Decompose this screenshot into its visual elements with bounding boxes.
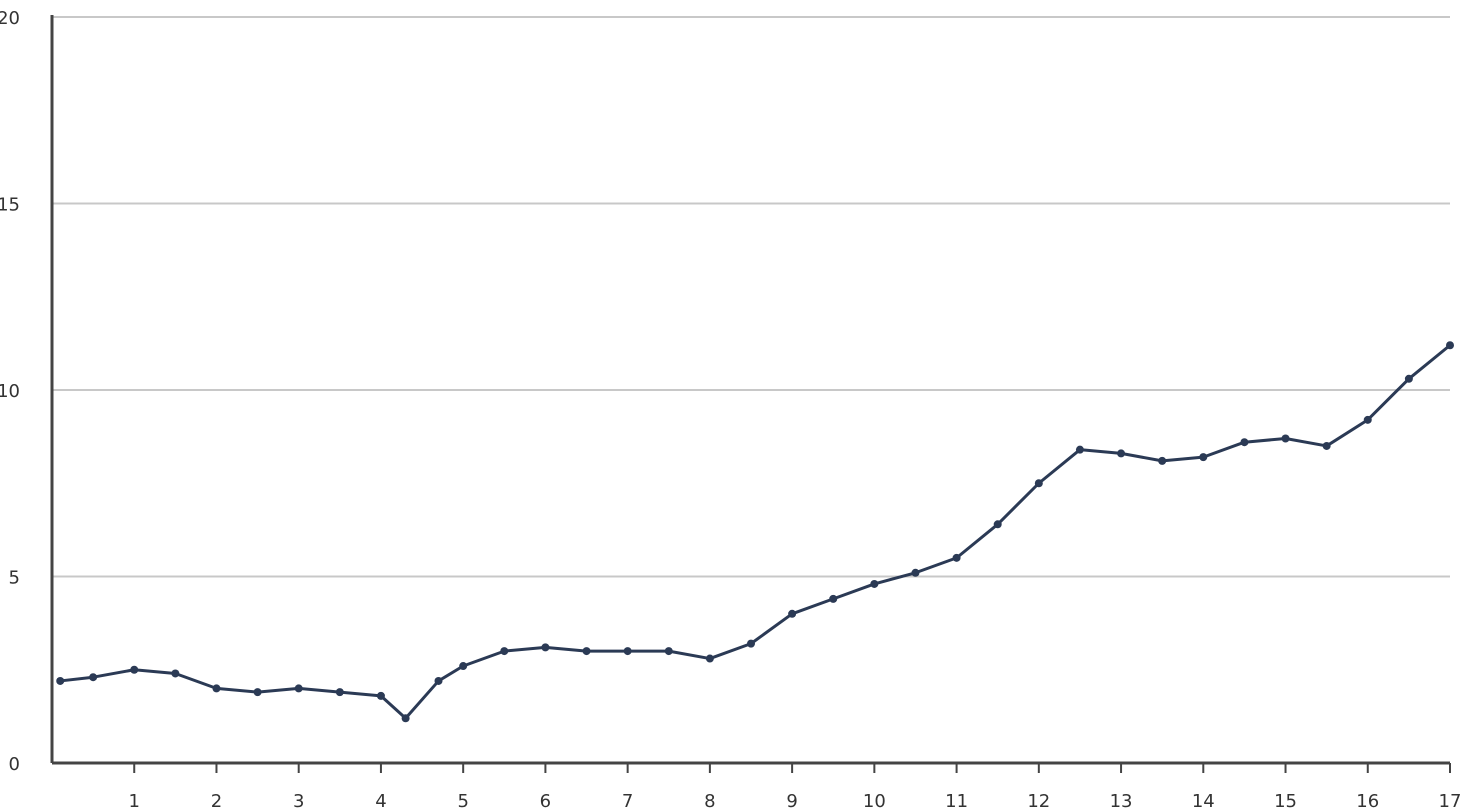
x-tick-label: 16 [1356, 791, 1379, 811]
x-tick-label: 3 [293, 791, 304, 811]
x-tick-label: 10 [863, 791, 886, 811]
y-tick-label: 20 [0, 8, 20, 29]
data-point [541, 643, 550, 652]
data-point [1281, 434, 1290, 443]
data-point [1446, 341, 1454, 350]
data-point [89, 673, 98, 682]
data-point [1240, 438, 1249, 447]
data-point [829, 594, 838, 603]
data-point [459, 662, 468, 671]
x-tick-label: 15 [1274, 791, 1297, 811]
x-tick-label: 14 [1192, 791, 1215, 811]
data-point [1158, 456, 1167, 465]
data-point [130, 665, 139, 674]
data-point [335, 688, 344, 697]
series-line-0 [58, 343, 1452, 720]
data-point [993, 520, 1002, 529]
x-tick-label: 12 [1027, 791, 1050, 811]
x-tick-label: 8 [704, 791, 715, 811]
data-point [747, 639, 755, 648]
data-point [870, 579, 879, 588]
data-point [788, 609, 797, 618]
data-point [171, 669, 180, 678]
data-point [1034, 479, 1043, 488]
data-point [434, 676, 443, 685]
series-layer [56, 341, 1454, 723]
data-point [664, 647, 673, 656]
data-point [1117, 449, 1126, 458]
gridlines [52, 16, 1450, 578]
y-tick-label: 10 [0, 381, 20, 402]
data-point [212, 684, 221, 693]
data-point [705, 654, 714, 663]
data-point [376, 691, 385, 700]
data-point [56, 676, 65, 685]
data-point [952, 553, 961, 562]
x-tick-label: 9 [786, 791, 797, 811]
data-point [294, 684, 303, 693]
x-tick-label: 2 [211, 791, 222, 811]
data-point [1075, 445, 1084, 454]
data-point [911, 568, 920, 577]
x-tick-label: 7 [622, 791, 633, 811]
axes [50, 15, 1451, 773]
x-tick-label: 11 [945, 791, 968, 811]
data-point [1404, 374, 1413, 383]
x-tick-label: 5 [457, 791, 468, 811]
y-tick-label: 0 [9, 754, 20, 775]
data-point [253, 688, 262, 697]
data-point [1322, 441, 1331, 450]
data-point [1199, 453, 1208, 462]
data-point [582, 647, 591, 656]
x-tick-label: 13 [1110, 791, 1133, 811]
data-point [500, 647, 509, 656]
x-tick-label: 4 [375, 791, 386, 811]
data-point [401, 714, 410, 723]
y-tick-label: 15 [0, 195, 20, 216]
data-point [1363, 415, 1372, 424]
y-tick-label: 5 [9, 568, 20, 589]
x-tick-label: 6 [540, 791, 551, 811]
x-tick-label: 1 [129, 791, 140, 811]
x-tick-label: 17 [1439, 791, 1462, 811]
data-point [623, 647, 632, 656]
